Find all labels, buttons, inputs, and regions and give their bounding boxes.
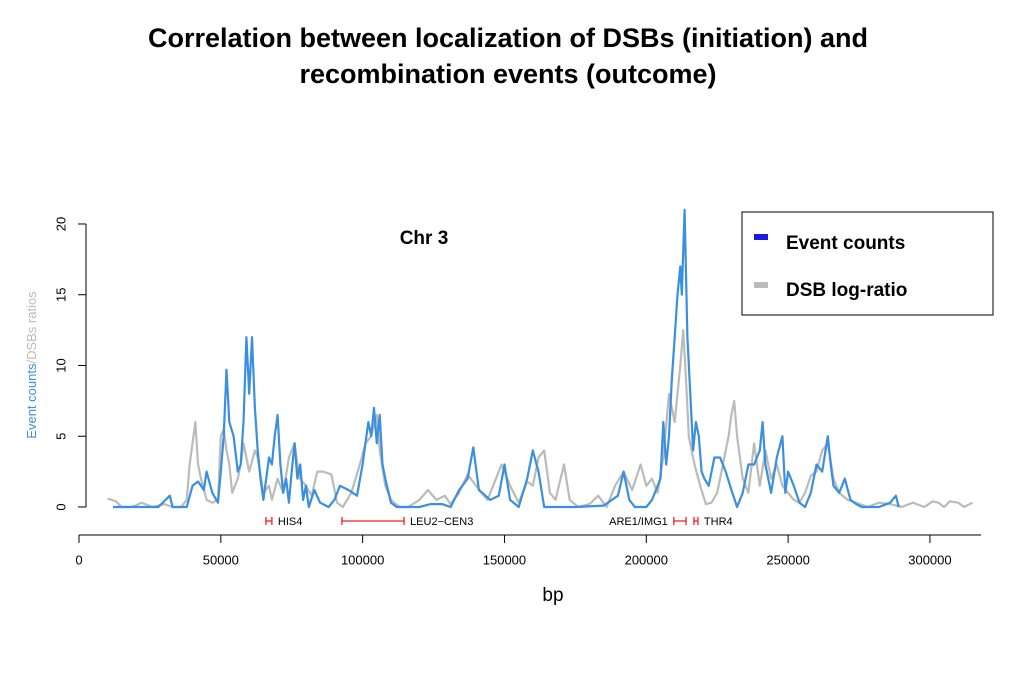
- annotation: Chr 3: [400, 228, 449, 249]
- region-label: ARE1/IMG1: [609, 516, 668, 528]
- legend-label: DSB log-ratio: [786, 280, 907, 301]
- x-tick-label: 50000: [203, 552, 239, 567]
- legend-swatch: [754, 282, 768, 288]
- legend-label: Event counts: [786, 233, 905, 254]
- y-label-part: /DSBs ratios: [24, 291, 39, 364]
- x-tick-label: 100000: [341, 552, 384, 567]
- region-label: LEU2−CEN3: [410, 516, 473, 528]
- x-tick-label: 250000: [766, 552, 809, 567]
- region: [673, 517, 687, 525]
- x-tick-label: 200000: [625, 552, 668, 567]
- chart-title: recombination events (outcome): [299, 59, 716, 89]
- x-tick-label: 0: [75, 552, 82, 567]
- x-tick-label: 300000: [908, 552, 951, 567]
- legend-box: [741, 211, 994, 316]
- x-axis-label: bp: [542, 585, 563, 606]
- y-tick-label: 5: [53, 433, 68, 440]
- region: [265, 517, 273, 525]
- region: [341, 517, 405, 525]
- y-tick-label: 20: [53, 217, 68, 231]
- region-label: THR4: [704, 516, 733, 528]
- legend-swatch: [754, 234, 768, 240]
- y-tick-label: 0: [53, 503, 68, 510]
- x-tick-label: 150000: [483, 552, 526, 567]
- y-axis-label: Event counts/DSBs ratios: [24, 291, 39, 439]
- region-label: HIS4: [278, 516, 302, 528]
- y-tick-label: 10: [53, 358, 68, 372]
- y-tick-label: 15: [53, 287, 68, 301]
- y-label-part: Event counts: [24, 363, 39, 439]
- chart-title: Correlation between localization of DSBs…: [148, 23, 868, 53]
- region: [693, 517, 699, 525]
- data-line: [113, 208, 900, 509]
